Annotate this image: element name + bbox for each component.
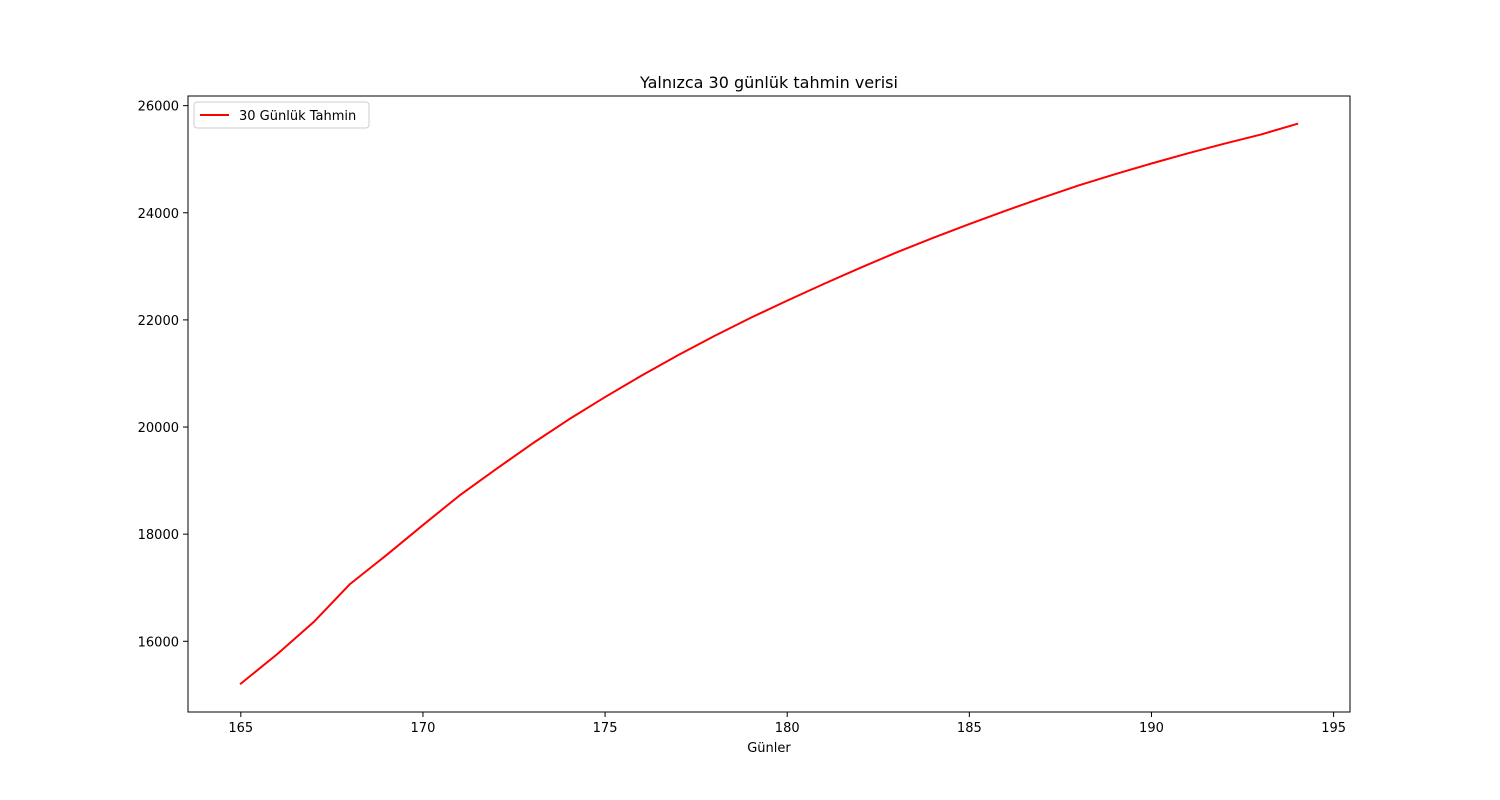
x-tick-label: 190 xyxy=(1139,721,1164,736)
chart-title: Yalnızca 30 günlük tahmin verisi xyxy=(639,73,898,92)
x-tick-label: 195 xyxy=(1321,721,1346,736)
x-tick-label: 175 xyxy=(593,721,618,736)
axes-frame xyxy=(187,95,1351,713)
y-tick-label: 22000 xyxy=(138,314,179,329)
y-tick-label: 26000 xyxy=(138,100,179,115)
x-tick-label: 185 xyxy=(957,721,982,736)
y-tick-label: 18000 xyxy=(138,528,179,543)
plot-area xyxy=(239,122,1299,686)
legend-label: 30 Günlük Tahmin xyxy=(239,109,356,124)
x-tick-label: 170 xyxy=(411,721,436,736)
y-tick-label: 20000 xyxy=(138,421,179,436)
legend-box xyxy=(193,101,370,129)
legend: 30 Günlük Tahmin xyxy=(193,101,370,129)
y-tick-label: 24000 xyxy=(138,207,179,222)
axis-ticks: 165 170 175 180 185 190 195 16000 18000 20000 2200… xyxy=(138,100,1346,736)
x-axis-label: Günler xyxy=(747,741,791,756)
y-tick-label: 16000 xyxy=(138,635,179,650)
x-tick-label: 180 xyxy=(775,721,800,736)
series-line-forecast xyxy=(239,122,1299,686)
x-tick-label: 165 xyxy=(228,721,253,736)
